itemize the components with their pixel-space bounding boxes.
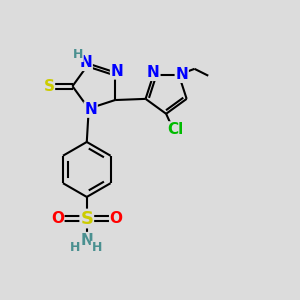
Text: N: N	[147, 65, 160, 80]
Text: N: N	[176, 67, 188, 82]
Text: S: S	[80, 209, 93, 227]
Text: Cl: Cl	[167, 122, 183, 137]
Text: N: N	[84, 102, 97, 117]
Text: H: H	[70, 242, 80, 254]
Text: N: N	[80, 232, 93, 247]
Text: H: H	[73, 49, 83, 62]
Text: N: N	[111, 64, 123, 79]
Text: N: N	[80, 55, 92, 70]
Text: O: O	[110, 211, 123, 226]
Text: O: O	[51, 211, 64, 226]
Text: S: S	[44, 79, 54, 94]
Text: H: H	[92, 242, 102, 254]
